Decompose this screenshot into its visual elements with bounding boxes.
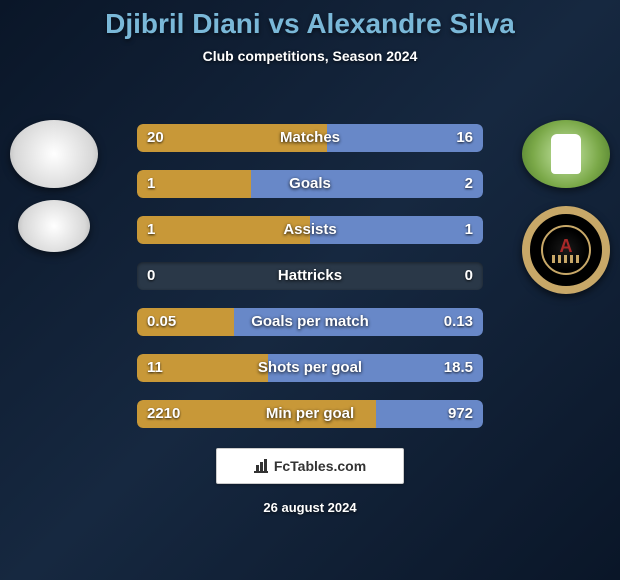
chart-icon [254,459,270,473]
stat-label: Goals per match [137,308,483,336]
player-right-badges: A [522,120,610,294]
stat-label: Shots per goal [137,354,483,382]
stat-label: Goals [137,170,483,198]
stat-label: Assists [137,216,483,244]
stat-label: Matches [137,124,483,152]
player-left-badges [10,120,98,252]
club-badge-letter: A [560,237,573,255]
page-title: Djibril Diani vs Alexandre Silva [0,8,620,40]
stat-row: 11Assists [137,216,483,244]
brand-logo: FcTables.com [254,458,366,474]
player-right-avatar [522,120,610,188]
stat-row: 12Goals [137,170,483,198]
stats-bars-container: 2016Matches 12Goals 11Assists 00Hattricks 0.… [137,124,483,446]
club-badge-inner: A [541,225,591,275]
brand-text: FcTables.com [274,458,366,474]
date-text: 26 august 2024 [0,500,620,515]
player-right-club-badge: A [522,206,610,294]
stat-label: Hattricks [137,262,483,290]
player-left-club-badge [18,200,90,252]
stat-row: 2016Matches [137,124,483,152]
stat-row: 00Hattricks [137,262,483,290]
club-badge-stripes [552,255,580,263]
stat-row: 0.050.13Goals per match [137,308,483,336]
player-left-avatar [10,120,98,188]
stat-row: 1118.5Shots per goal [137,354,483,382]
player-silhouette [551,134,581,174]
season-subtitle: Club competitions, Season 2024 [0,48,620,64]
stat-label: Min per goal [137,400,483,428]
brand-box: FcTables.com [216,448,404,484]
stat-row: 2210972Min per goal [137,400,483,428]
